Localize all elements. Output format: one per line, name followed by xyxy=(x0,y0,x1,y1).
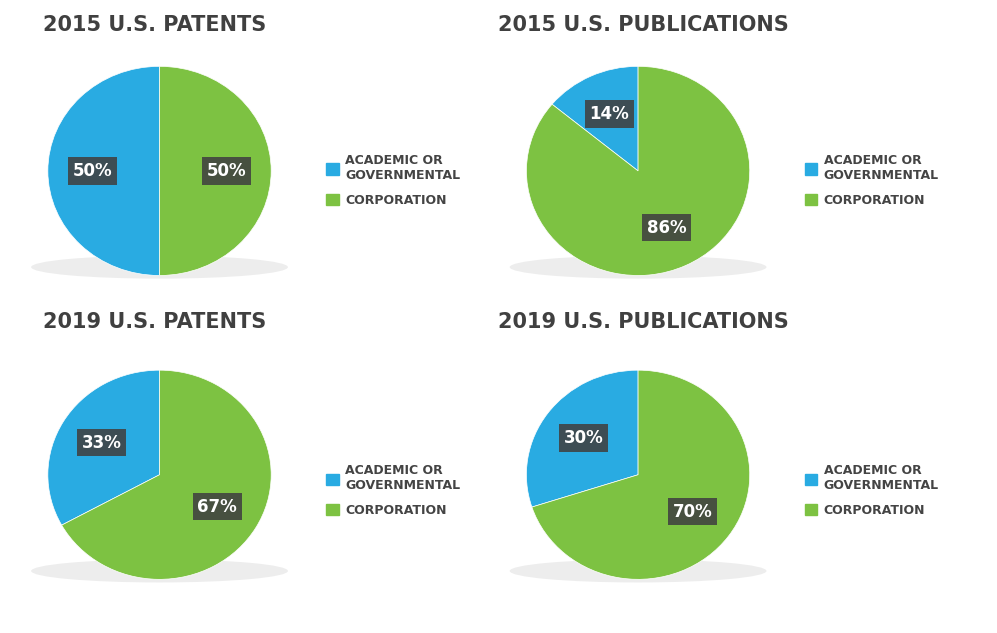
Text: 30%: 30% xyxy=(564,429,604,447)
Ellipse shape xyxy=(509,560,767,582)
Legend: ACADEMIC OR
GOVERNMENTAL, CORPORATION: ACADEMIC OR GOVERNMENTAL, CORPORATION xyxy=(319,147,468,214)
Text: 2015 U.S. PATENTS: 2015 U.S. PATENTS xyxy=(43,15,266,35)
Wedge shape xyxy=(48,66,160,275)
Wedge shape xyxy=(526,66,750,275)
Wedge shape xyxy=(552,66,638,171)
Text: 50%: 50% xyxy=(73,162,113,180)
Legend: ACADEMIC OR
GOVERNMENTAL, CORPORATION: ACADEMIC OR GOVERNMENTAL, CORPORATION xyxy=(798,457,946,524)
Wedge shape xyxy=(160,66,271,275)
Text: 33%: 33% xyxy=(82,434,122,452)
Text: 50%: 50% xyxy=(206,162,246,180)
Wedge shape xyxy=(526,370,638,507)
Text: 14%: 14% xyxy=(589,105,629,123)
Legend: ACADEMIC OR
GOVERNMENTAL, CORPORATION: ACADEMIC OR GOVERNMENTAL, CORPORATION xyxy=(319,457,468,524)
Text: 2019 U.S. PATENTS: 2019 U.S. PATENTS xyxy=(43,312,266,332)
Wedge shape xyxy=(62,370,271,579)
Text: 86%: 86% xyxy=(647,218,686,237)
Ellipse shape xyxy=(31,560,288,582)
Ellipse shape xyxy=(31,256,288,279)
Wedge shape xyxy=(531,370,750,579)
Text: 2015 U.S. PUBLICATIONS: 2015 U.S. PUBLICATIONS xyxy=(498,15,789,35)
Legend: ACADEMIC OR
GOVERNMENTAL, CORPORATION: ACADEMIC OR GOVERNMENTAL, CORPORATION xyxy=(798,147,946,214)
Text: 67%: 67% xyxy=(197,498,237,516)
Ellipse shape xyxy=(509,256,767,279)
Wedge shape xyxy=(48,370,160,525)
Text: 2019 U.S. PUBLICATIONS: 2019 U.S. PUBLICATIONS xyxy=(498,312,789,332)
Text: 70%: 70% xyxy=(672,503,712,520)
